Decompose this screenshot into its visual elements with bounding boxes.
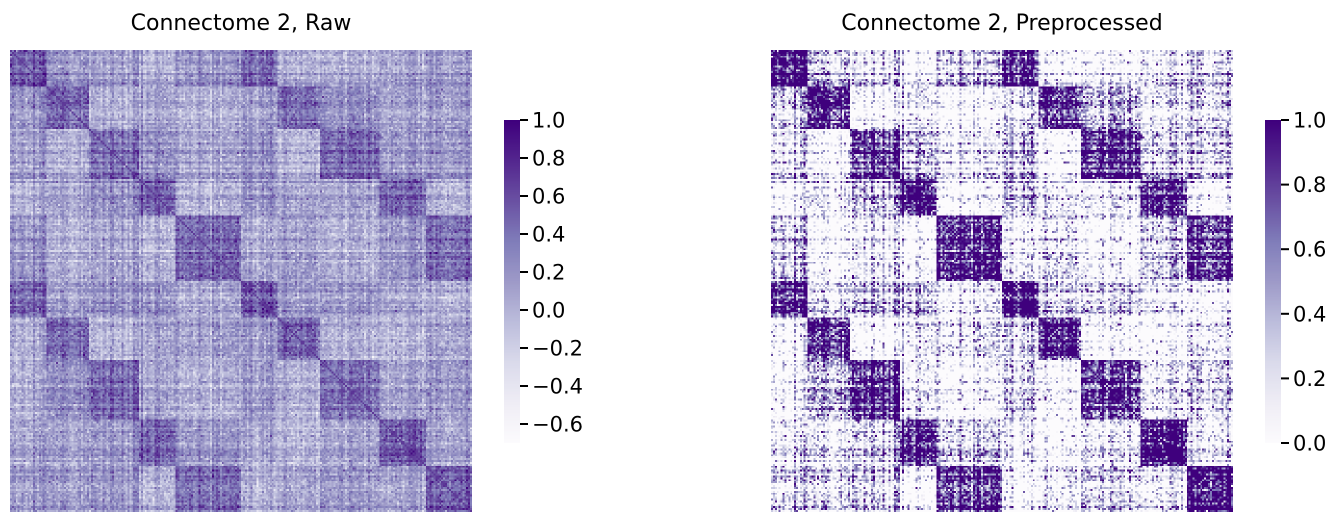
colorbar-preprocessed <box>1265 120 1281 443</box>
colorbar-tick-label: 0.4 <box>532 223 565 247</box>
colorbar-tick-label: 0.2 <box>1293 367 1326 391</box>
chart-title-raw: Connectome 2, Raw <box>131 11 352 36</box>
colorbar-ticks-raw: 1.0 0.8 0.6 0.4 0.2 0.0 −0.2 −0.4 −0.6 <box>520 109 583 437</box>
colorbar-tick-label: −0.2 <box>532 337 583 361</box>
colorbar-tick-label: 0.8 <box>1293 173 1326 197</box>
colorbar-ticks-preprocessed: 1.0 0.8 0.6 0.4 0.2 0.0 <box>1281 109 1326 456</box>
heatmap-preprocessed <box>771 50 1233 512</box>
colorbar-tick-label: 0.6 <box>532 185 565 209</box>
colorbar-tick-label: 0.0 <box>1293 432 1326 456</box>
panel-raw: Connectome 2, Raw 1.0 0.8 0.6 0.4 0.2 0.0 −0.2… <box>10 11 583 512</box>
heatmap-raw <box>10 50 472 512</box>
colorbar-tick-label: 0.8 <box>532 147 565 171</box>
colorbar-raw <box>504 120 520 443</box>
colorbar-tick-label: 0.0 <box>532 299 565 323</box>
colorbar-tick-label: 0.2 <box>532 261 565 285</box>
colorbar-tick-label: −0.4 <box>532 375 583 399</box>
colorbar-tick-label: 0.6 <box>1293 238 1326 262</box>
colorbar-tick-label: 1.0 <box>1293 109 1326 133</box>
colorbar-tick-label: −0.6 <box>532 413 583 437</box>
panel-preprocessed: Connectome 2, Preprocessed 1.0 0.8 0.6 0.4 0… <box>771 11 1326 512</box>
colorbar-tick-label: 0.4 <box>1293 302 1326 326</box>
colorbar-tick-label: 1.0 <box>532 109 565 133</box>
chart-title-preprocessed: Connectome 2, Preprocessed <box>841 11 1162 36</box>
